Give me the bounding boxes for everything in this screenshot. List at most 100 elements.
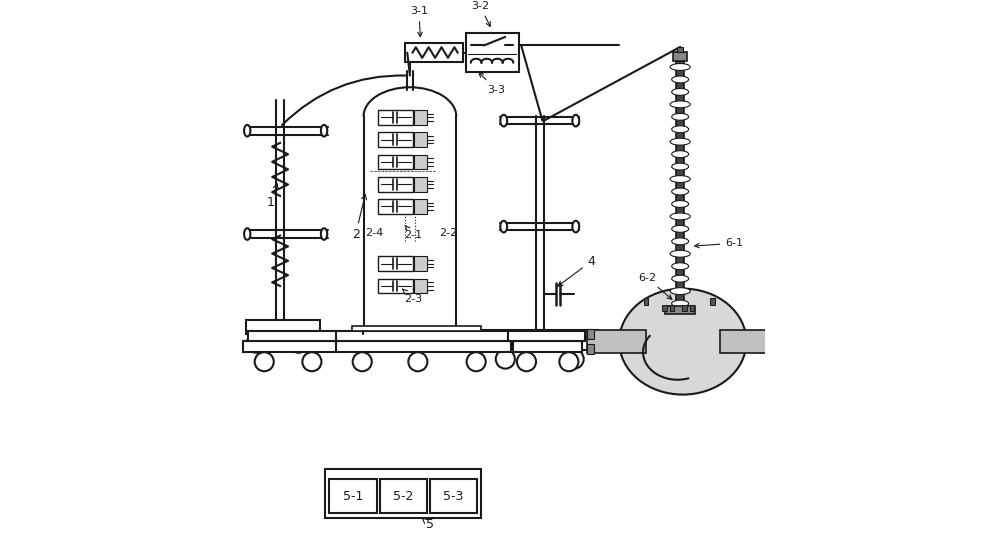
Ellipse shape (321, 228, 327, 240)
Circle shape (496, 349, 515, 369)
Ellipse shape (672, 300, 689, 307)
Bar (508, 331, 585, 341)
Bar (378, 256, 413, 271)
Bar (774, 330, 781, 339)
Ellipse shape (672, 163, 689, 170)
Bar (378, 110, 413, 125)
Bar (466, 33, 519, 72)
Ellipse shape (672, 76, 689, 83)
Text: 3-2: 3-2 (471, 1, 490, 26)
Text: 3-1: 3-1 (410, 6, 428, 36)
Text: 6-1: 6-1 (695, 238, 743, 248)
Bar (414, 132, 427, 147)
Bar (587, 330, 594, 339)
Circle shape (408, 352, 427, 371)
Bar (677, 47, 683, 52)
Ellipse shape (572, 115, 579, 126)
Bar (378, 132, 413, 147)
Bar (248, 331, 336, 341)
Bar (405, 43, 463, 62)
Bar (430, 479, 477, 513)
Text: 2-2: 2-2 (439, 227, 457, 238)
Bar (720, 330, 778, 353)
Text: 2-1: 2-1 (405, 225, 423, 240)
Ellipse shape (672, 88, 689, 95)
Bar (378, 177, 413, 192)
Bar (673, 52, 687, 61)
Circle shape (302, 352, 321, 371)
Bar (246, 320, 320, 334)
Bar (690, 304, 694, 311)
Bar (676, 61, 684, 310)
Bar (328, 331, 519, 341)
Bar (329, 479, 377, 513)
Bar (481, 330, 598, 338)
Ellipse shape (321, 125, 327, 136)
Bar (378, 279, 413, 293)
Text: 5-2: 5-2 (393, 490, 413, 503)
Bar (414, 199, 427, 214)
Ellipse shape (670, 101, 690, 108)
Bar (378, 199, 413, 214)
Text: 3-3: 3-3 (479, 73, 505, 95)
Circle shape (255, 352, 274, 371)
Bar (414, 279, 427, 293)
Bar (243, 341, 336, 352)
Ellipse shape (572, 221, 579, 232)
Circle shape (467, 352, 486, 371)
Text: 5-3: 5-3 (443, 490, 464, 503)
Bar (414, 155, 427, 170)
Circle shape (565, 349, 584, 369)
Bar (414, 110, 427, 125)
Text: 2: 2 (352, 195, 367, 241)
Circle shape (247, 334, 266, 353)
Circle shape (289, 334, 308, 353)
Ellipse shape (244, 125, 250, 136)
Ellipse shape (670, 64, 690, 71)
Bar (665, 305, 695, 314)
Bar (378, 155, 413, 170)
Ellipse shape (672, 238, 689, 244)
Ellipse shape (500, 115, 507, 126)
Bar (710, 297, 715, 304)
Ellipse shape (672, 151, 689, 158)
Ellipse shape (670, 175, 690, 182)
Bar (352, 326, 481, 331)
Bar (682, 304, 687, 311)
Bar (380, 479, 427, 513)
Bar (670, 304, 674, 311)
Ellipse shape (670, 250, 690, 257)
Bar (325, 469, 481, 517)
Ellipse shape (672, 275, 689, 282)
Circle shape (559, 352, 578, 371)
Bar (414, 256, 427, 271)
Text: 4: 4 (558, 255, 595, 286)
Ellipse shape (670, 138, 690, 145)
Text: 5: 5 (422, 518, 434, 531)
Ellipse shape (672, 126, 689, 133)
Ellipse shape (672, 201, 689, 208)
Bar (644, 297, 648, 304)
Ellipse shape (672, 188, 689, 195)
Bar (487, 338, 593, 349)
Ellipse shape (244, 228, 250, 240)
Ellipse shape (500, 221, 507, 232)
Bar (587, 344, 594, 354)
Ellipse shape (672, 113, 689, 120)
Text: 2-3: 2-3 (403, 289, 423, 304)
Text: 5-1: 5-1 (343, 490, 363, 503)
Text: 1: 1 (267, 184, 278, 210)
Bar (414, 177, 427, 192)
Bar (662, 304, 667, 311)
Text: 6-2: 6-2 (638, 273, 672, 299)
Bar (336, 341, 511, 352)
Ellipse shape (619, 288, 746, 395)
Ellipse shape (670, 288, 690, 295)
Bar (513, 341, 582, 352)
Bar (774, 344, 781, 354)
Ellipse shape (670, 213, 690, 220)
Circle shape (353, 352, 372, 371)
Ellipse shape (672, 263, 689, 270)
Circle shape (517, 352, 536, 371)
Ellipse shape (672, 225, 689, 232)
